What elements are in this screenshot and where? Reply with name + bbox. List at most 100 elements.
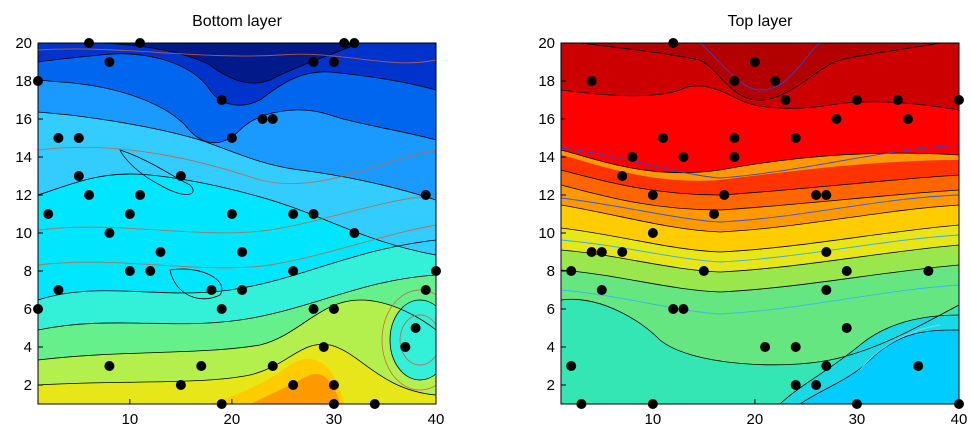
y-tick-label: 16 xyxy=(538,111,555,128)
data-point xyxy=(811,380,822,390)
data-point xyxy=(892,95,903,105)
data-point xyxy=(369,399,380,409)
data-point xyxy=(175,171,186,181)
x-tick-label: 10 xyxy=(122,411,139,428)
y-tick-label: 18 xyxy=(538,73,555,90)
data-point xyxy=(216,399,227,409)
data-point xyxy=(821,285,832,295)
data-point xyxy=(267,361,278,371)
y-tick-label: 6 xyxy=(24,301,32,318)
data-point xyxy=(124,266,135,276)
data-point xyxy=(821,361,832,371)
data-point xyxy=(175,380,186,390)
y-tick-label: 2 xyxy=(24,377,32,394)
y-tick-label: 12 xyxy=(538,187,555,204)
data-point xyxy=(288,380,299,390)
data-point xyxy=(698,266,709,276)
data-point xyxy=(410,323,421,333)
data-point xyxy=(954,399,964,409)
data-point xyxy=(328,399,339,409)
data-point xyxy=(104,228,115,238)
x-tick-label: 40 xyxy=(951,411,968,428)
data-point xyxy=(84,190,95,200)
data-point xyxy=(780,95,791,105)
data-point xyxy=(53,285,64,295)
data-point xyxy=(566,266,577,276)
data-point xyxy=(811,190,822,200)
plot-frame xyxy=(560,42,960,405)
data-point xyxy=(124,209,135,219)
data-point xyxy=(73,171,84,181)
data-point xyxy=(954,95,964,105)
data-point xyxy=(308,304,319,314)
x-tick-label: 10 xyxy=(645,411,662,428)
data-point xyxy=(328,57,339,67)
x-tick-label: 30 xyxy=(849,411,866,428)
data-point xyxy=(729,76,740,86)
data-point xyxy=(617,171,628,181)
y-tick-label: 6 xyxy=(547,301,555,318)
data-point xyxy=(33,304,43,314)
y-tick-label: 20 xyxy=(538,35,555,52)
y-tick-label: 10 xyxy=(15,225,32,242)
data-point xyxy=(596,285,607,295)
data-points xyxy=(566,38,964,409)
data-point xyxy=(53,133,64,143)
data-point xyxy=(841,266,852,276)
contour-band-navy xyxy=(100,43,360,84)
data-point xyxy=(349,228,360,238)
data-point xyxy=(668,38,679,48)
data-point xyxy=(226,209,237,219)
x-tick-label: 30 xyxy=(326,411,343,428)
data-point xyxy=(135,190,146,200)
data-point xyxy=(206,285,217,295)
data-point xyxy=(668,304,679,314)
data-point xyxy=(104,361,115,371)
data-point xyxy=(267,114,278,124)
data-point xyxy=(226,133,237,143)
y-tick-label: 16 xyxy=(15,111,32,128)
data-point xyxy=(318,342,329,352)
contour-fill xyxy=(38,43,436,404)
data-point xyxy=(135,38,146,48)
data-point xyxy=(729,133,740,143)
contour-band-cyan xyxy=(800,330,959,404)
y-tick-label: 10 xyxy=(538,225,555,242)
y-tick-label: 4 xyxy=(547,339,555,356)
data-point xyxy=(216,95,227,105)
data-point xyxy=(647,190,658,200)
data-point xyxy=(749,57,760,67)
data-point xyxy=(216,304,227,314)
data-point xyxy=(841,323,852,333)
data-point xyxy=(43,209,54,219)
contour-band-maroon xyxy=(580,43,940,100)
axes: 10 20 30 40 2 4 6 8 10 12 14 16 18 20 xyxy=(15,35,444,428)
x-tick-label: 40 xyxy=(428,411,445,428)
data-point xyxy=(288,209,299,219)
data-point xyxy=(145,266,156,276)
y-tick-label: 4 xyxy=(24,339,32,356)
data-point xyxy=(831,114,842,124)
data-point xyxy=(627,152,638,162)
data-point xyxy=(678,304,689,314)
data-point xyxy=(237,247,248,257)
y-tick-label: 8 xyxy=(24,263,32,280)
data-point xyxy=(647,228,658,238)
data-point xyxy=(339,38,350,48)
data-point xyxy=(33,76,43,86)
y-tick-label: 2 xyxy=(547,377,555,394)
contour-bulge xyxy=(390,300,436,380)
data-point xyxy=(647,399,658,409)
x-tick-label: 20 xyxy=(747,411,764,428)
data-point xyxy=(288,266,299,276)
data-point xyxy=(709,209,720,219)
chart-bottom-layer: Bottom layer xyxy=(15,13,444,428)
contour-lines xyxy=(561,43,959,404)
chart-title: Top layer xyxy=(728,13,794,30)
data-point xyxy=(821,247,832,257)
data-point xyxy=(729,152,740,162)
y-tick-label: 14 xyxy=(15,149,32,166)
data-point xyxy=(586,76,597,86)
chart-title: Bottom layer xyxy=(192,13,282,30)
